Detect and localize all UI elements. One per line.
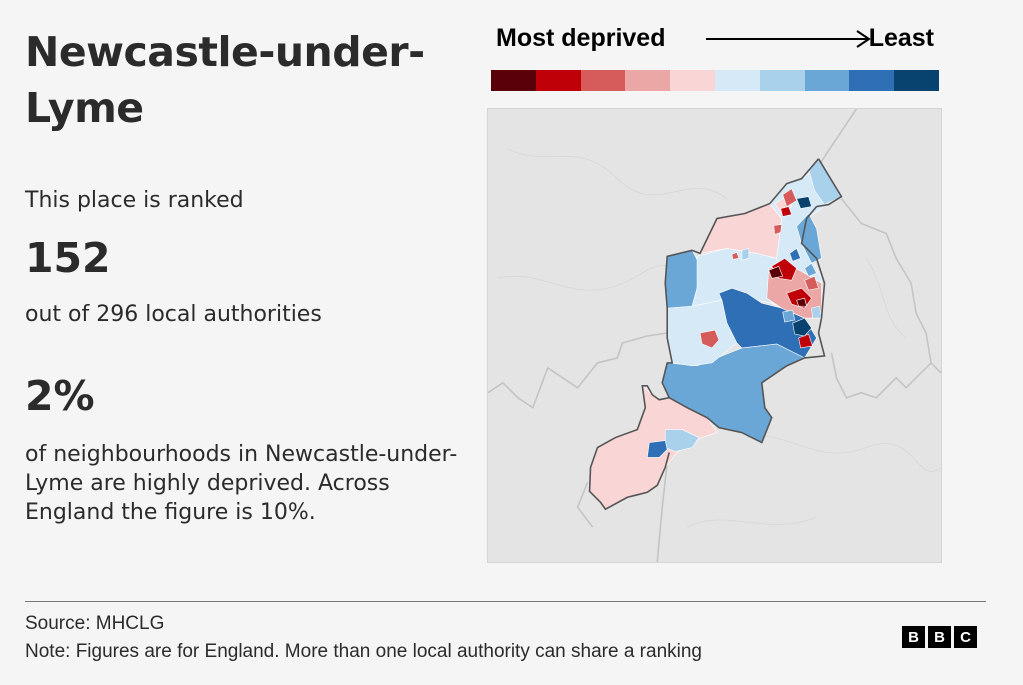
map-svg [488, 109, 941, 562]
page-title: Newcastle-under-Lyme [25, 28, 425, 132]
legend-title: Most deprived Least [496, 24, 938, 54]
percentage-description: of neighbourhoods in Newcastle-under-Lym… [25, 442, 458, 525]
right-arrow-icon [706, 30, 871, 48]
legend-swatch-8 [804, 70, 850, 91]
legend-most-label: Most deprived [496, 24, 666, 52]
legend-swatch-6 [714, 70, 760, 91]
legend-swatch-3 [580, 70, 626, 91]
legend-swatch-9 [849, 70, 895, 91]
source-text: Source: MHCLG [25, 613, 165, 634]
bbc-logo-letter-c: C [954, 626, 977, 648]
bbc-logo: B B C [902, 626, 977, 648]
deprived-percentage: 2% [25, 372, 95, 420]
legend-swatch-4 [625, 70, 671, 91]
legend-swatch-7 [759, 70, 805, 91]
legend-swatch-10 [894, 70, 939, 91]
district-outline [588, 158, 843, 511]
footer-divider [25, 601, 986, 602]
bbc-logo-letter-b1: B [902, 626, 925, 648]
legend-swatch-2 [535, 70, 581, 91]
deprivation-map [487, 108, 942, 563]
legend-swatch-5 [670, 70, 715, 91]
rank-value: 152 [25, 234, 111, 282]
note-text: Note: Figures are for England. More than… [25, 641, 702, 662]
neighbour-boundaries [488, 109, 941, 562]
legend-swatch-1 [491, 70, 536, 91]
legend-color-scale [491, 70, 939, 91]
rank-of-text: out of 296 local authorities [25, 302, 322, 327]
bbc-logo-letter-b2: B [928, 626, 951, 648]
neighbourhood-regions [589, 158, 842, 510]
rank-intro-text: This place is ranked [25, 188, 244, 213]
legend-least-label: Least [868, 24, 934, 52]
